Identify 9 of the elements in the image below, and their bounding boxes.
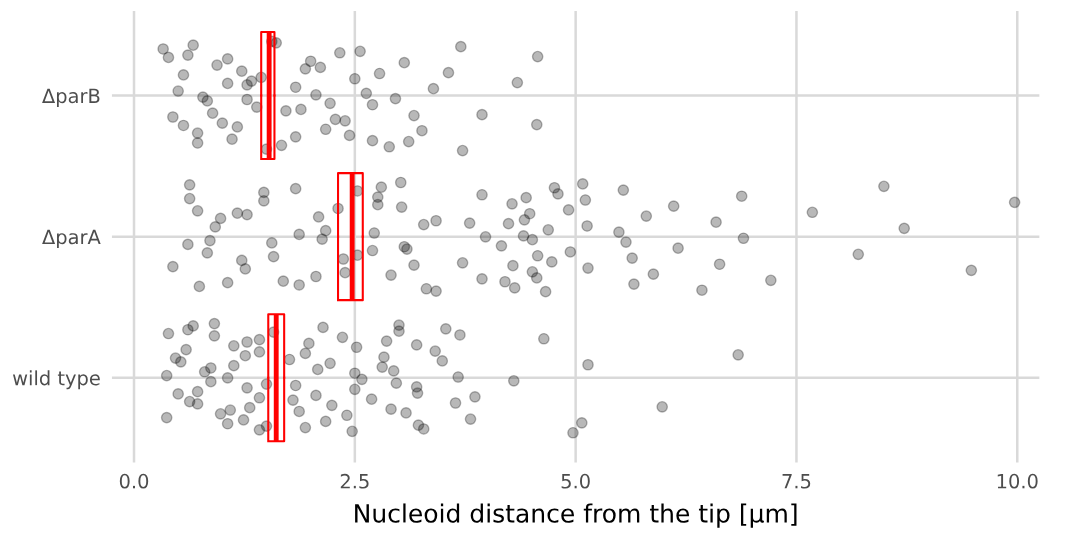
y-tick-label: ΔparA xyxy=(42,229,101,249)
x-tick-label: 0.0 xyxy=(119,473,149,489)
x-tick-label: 5.0 xyxy=(561,473,590,489)
x-tick-label: 2.5 xyxy=(340,473,369,489)
x-tick-label: 10.0 xyxy=(997,473,1038,489)
y-tick-label: ΔparB xyxy=(42,88,100,107)
y-tick-label: wild type xyxy=(12,370,100,390)
x-tick-label: 7.5 xyxy=(782,474,811,489)
x-axis-title: Nucleoid distance from the tip [μm] xyxy=(355,503,797,528)
